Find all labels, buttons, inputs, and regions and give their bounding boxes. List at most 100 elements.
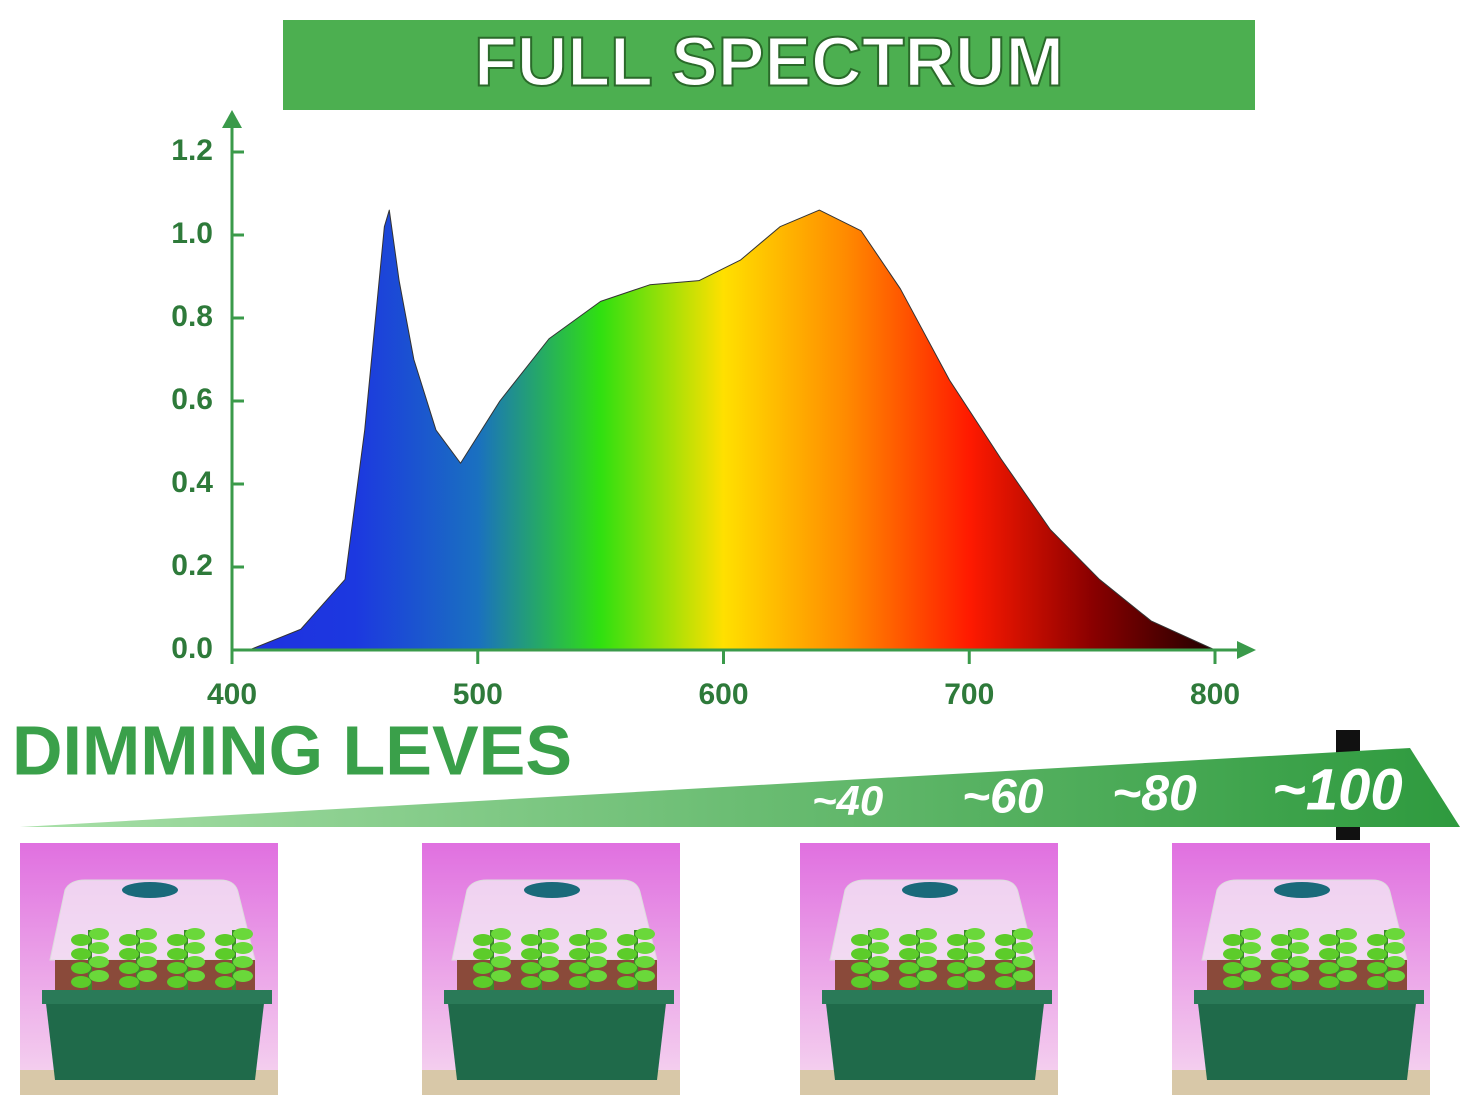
- leaf: [185, 956, 205, 968]
- leaf: [1013, 942, 1033, 954]
- y-tick-label: 0.8: [171, 300, 213, 333]
- leaf: [617, 948, 637, 960]
- y-tick-label: 0.4: [171, 466, 213, 499]
- leaf: [995, 934, 1015, 946]
- leaf: [491, 942, 511, 954]
- leaf: [899, 948, 919, 960]
- leaf: [947, 976, 967, 988]
- leaf: [1241, 942, 1261, 954]
- leaf: [1289, 956, 1309, 968]
- leaf: [965, 928, 985, 940]
- vent: [1274, 882, 1330, 898]
- dome: [1201, 879, 1408, 961]
- leaf: [1337, 970, 1357, 982]
- leaf: [1289, 942, 1309, 954]
- leaf: [635, 956, 655, 968]
- leaf: [215, 934, 235, 946]
- leaf: [1367, 976, 1387, 988]
- leaf: [215, 948, 235, 960]
- leaf: [995, 976, 1015, 988]
- leaf: [1223, 962, 1243, 974]
- dome: [49, 879, 256, 961]
- leaf: [491, 956, 511, 968]
- leaf: [1013, 970, 1033, 982]
- title-banner: [283, 20, 1255, 110]
- leaf: [1223, 976, 1243, 988]
- leaf: [215, 962, 235, 974]
- leaf: [185, 942, 205, 954]
- x-tick-label: 700: [944, 678, 994, 711]
- vent: [902, 882, 958, 898]
- leaf: [119, 976, 139, 988]
- leaf: [491, 970, 511, 982]
- leaf: [635, 970, 655, 982]
- leaf: [635, 928, 655, 940]
- leaf: [473, 976, 493, 988]
- y-tick-label: 0.0: [171, 632, 213, 665]
- tray-rim: [444, 990, 674, 1004]
- leaf: [167, 934, 187, 946]
- leaf: [899, 962, 919, 974]
- vent: [524, 882, 580, 898]
- leaf: [995, 962, 1015, 974]
- leaf: [1385, 942, 1405, 954]
- leaf: [587, 928, 607, 940]
- leaf: [473, 948, 493, 960]
- leaf: [233, 970, 253, 982]
- leaf: [1289, 928, 1309, 940]
- tray-rim: [822, 990, 1052, 1004]
- leaf: [569, 976, 589, 988]
- dimming-wedge: [20, 748, 1460, 827]
- y-tick-label: 0.2: [171, 549, 213, 582]
- leaf: [1241, 928, 1261, 940]
- seed-tray-photo: [422, 843, 680, 1095]
- leaf: [521, 962, 541, 974]
- leaf: [167, 948, 187, 960]
- leaf: [917, 942, 937, 954]
- leaf: [89, 942, 109, 954]
- leaf: [1013, 956, 1033, 968]
- leaf: [947, 962, 967, 974]
- leaf: [965, 956, 985, 968]
- x-tick-label: 600: [698, 678, 748, 711]
- leaf: [965, 970, 985, 982]
- leaf: [233, 928, 253, 940]
- leaf: [947, 934, 967, 946]
- x-tick-label: 400: [207, 678, 257, 711]
- leaf: [869, 956, 889, 968]
- dimming-level: ~60: [962, 771, 1044, 824]
- dome: [829, 879, 1036, 961]
- leaf: [1223, 948, 1243, 960]
- leaf: [521, 934, 541, 946]
- leaf: [869, 928, 889, 940]
- tray: [1197, 995, 1417, 1080]
- leaf: [569, 948, 589, 960]
- leaf: [1013, 928, 1033, 940]
- leaf: [1367, 962, 1387, 974]
- leaf: [851, 962, 871, 974]
- leaf: [899, 934, 919, 946]
- leaf: [1385, 956, 1405, 968]
- leaf: [539, 970, 559, 982]
- leaf: [965, 942, 985, 954]
- leaf: [137, 956, 157, 968]
- seed-tray-photo: [1172, 843, 1430, 1095]
- leaf: [137, 928, 157, 940]
- leaf: [851, 934, 871, 946]
- seed-tray-photo: [800, 843, 1058, 1095]
- leaf: [539, 942, 559, 954]
- tray: [45, 995, 265, 1080]
- tray: [447, 995, 667, 1080]
- leaf: [521, 976, 541, 988]
- leaf: [1385, 970, 1405, 982]
- leaf: [119, 962, 139, 974]
- x-tick-label: 500: [453, 678, 503, 711]
- leaf: [617, 962, 637, 974]
- leaf: [1337, 956, 1357, 968]
- y-tick-label: 1.0: [171, 217, 213, 250]
- leaf: [617, 934, 637, 946]
- leaf: [917, 956, 937, 968]
- leaf: [71, 962, 91, 974]
